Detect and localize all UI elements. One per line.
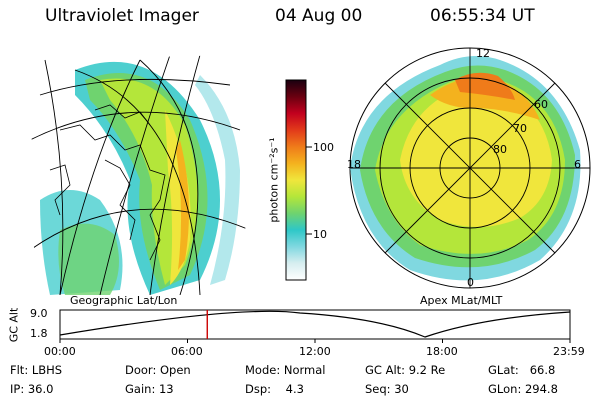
geographic-image [30,55,250,295]
mode-status: Mode: Normal [245,363,326,377]
right-panel-caption: Apex MLat/MLT [420,294,503,307]
timeline-xtick-2359: 23:59 [553,345,585,358]
mlat-label-60: 60 [534,98,548,111]
mlt-label-12: 12 [476,47,490,60]
mlat-label-70: 70 [513,122,527,135]
instrument-title: Ultraviolet Imager [45,6,199,26]
gcalt-status: GC Alt: 9.2 Re [365,363,446,377]
colorbar-unit-label: photon cm⁻²s⁻¹ [267,137,281,223]
observation-time: 06:55:34 UT [430,6,535,26]
timeline-xtick-1200: 12:00 [299,345,331,358]
seq-status: Seq: 30 [365,382,409,396]
glat-status: GLat: 66.8 [488,363,556,377]
colorbar-tick-100: 100 [313,141,334,154]
filter-status: Flt: LBHS [10,363,63,377]
gain-status: Gain: 13 [125,382,174,396]
dsp-status: Dsp: 4.3 [245,382,304,396]
timeline-xtick-1800: 18:00 [426,345,458,358]
timeline-ylabel: GC Alt [7,307,21,343]
timeline-xtick-0000: 00:00 [44,345,76,358]
mlat-label-80: 80 [493,143,507,156]
colorbar-tick-10: 10 [313,228,327,241]
mlt-label-18: 18 [347,158,361,171]
mlt-label-6: 6 [574,158,581,171]
polar-image [349,47,591,289]
door-status: Door: Open [125,363,191,377]
observation-date: 04 Aug 00 [275,6,363,26]
timeline-ytick-max: 9.0 [30,307,48,320]
timeline-xtick-0600: 06:00 [171,345,203,358]
colorbar [285,79,312,281]
glon-status: GLon: 294.8 [488,382,558,396]
ip-status: IP: 36.0 [10,382,54,396]
mlt-label-0: 0 [467,276,474,289]
timeline-chart [59,309,571,343]
left-panel-caption: Geographic Lat/Lon [70,294,178,307]
timeline-ytick-min: 1.8 [30,327,48,340]
